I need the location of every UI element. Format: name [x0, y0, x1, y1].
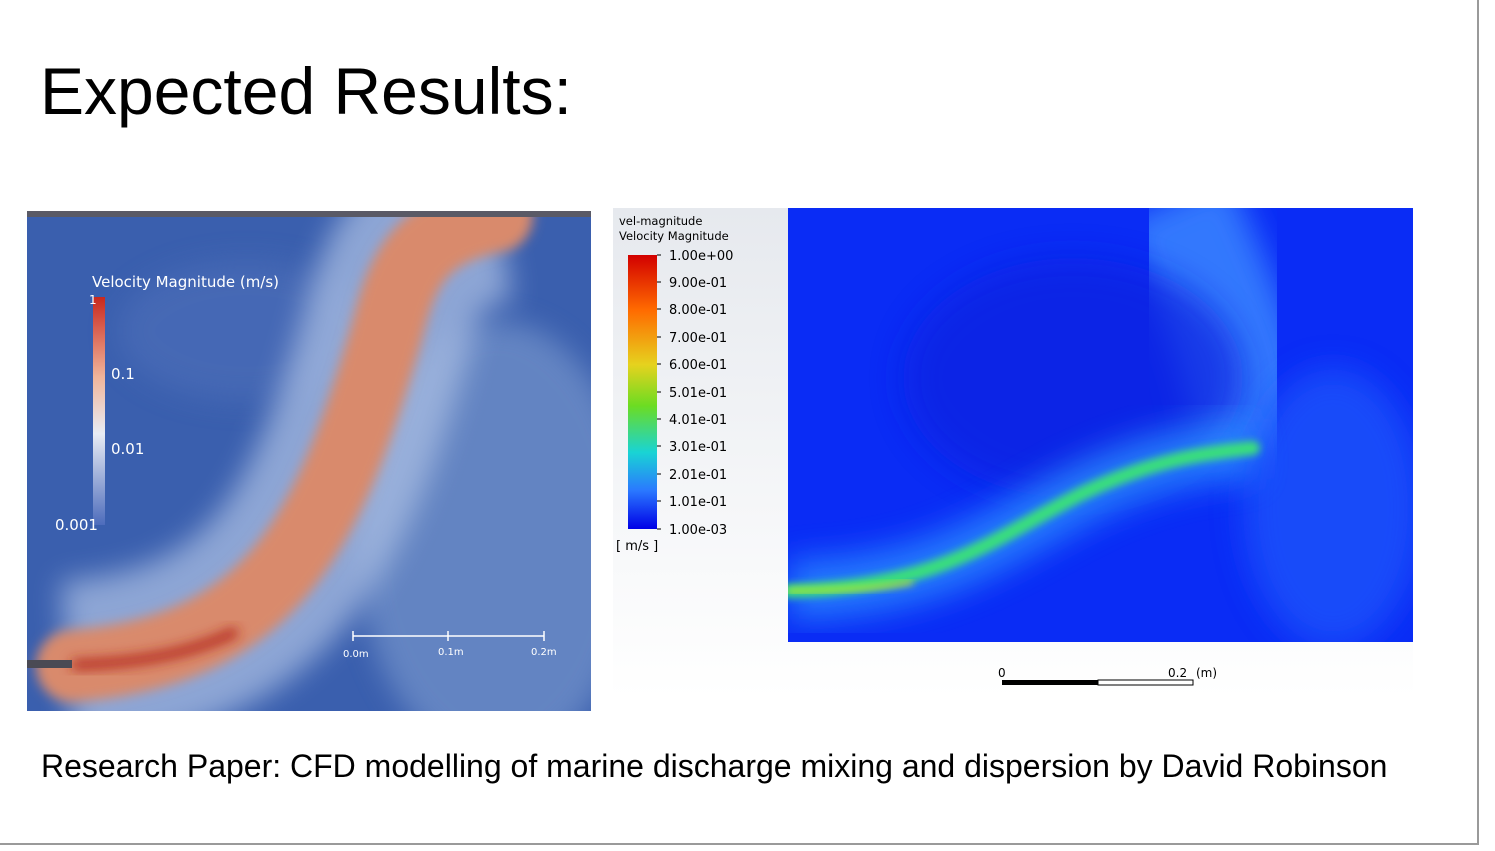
cfd-figure-right: vel-magnitude Velocity Magnitude 1.00e+0…: [613, 208, 1413, 698]
left-legend-tick-4: 0.001: [55, 516, 98, 534]
left-colorbar: [93, 297, 105, 525]
left-scale-label-1: 0.0m: [343, 649, 369, 660]
right-legend-title-1: vel-magnitude: [619, 214, 702, 228]
right-scale-start: 0: [998, 666, 1006, 680]
right-scale-bar: [1002, 679, 1194, 686]
left-plume: [36, 211, 533, 702]
right-legend-tick: 3.01e-01: [669, 440, 727, 455]
right-colorbar-ticks: [657, 254, 661, 530]
right-legend-tick: 8.00e-01: [669, 303, 727, 318]
right-legend-tick: 7.00e-01: [669, 331, 727, 346]
left-legend-title: Velocity Magnitude (m/s): [92, 273, 279, 291]
right-legend-tick: 9.00e-01: [669, 276, 727, 291]
left-legend-tick-2: 0.1: [111, 365, 135, 383]
right-legend-tick: 1.00e-03: [669, 523, 727, 538]
right-legend-tick: 4.01e-01: [669, 413, 727, 428]
right-scale-end: 0.2: [1168, 666, 1187, 680]
right-legend-tick: 1.01e-01: [669, 495, 727, 510]
slide-caption: Research Paper: CFD modelling of marine …: [41, 748, 1388, 784]
left-scale-label-2: 0.1m: [438, 647, 464, 658]
right-colorbar: [628, 255, 657, 529]
right-scale-unit: (m): [1196, 666, 1217, 680]
right-legend-tick: 5.01e-01: [669, 386, 727, 401]
right-plume: [788, 441, 1260, 598]
cfd-figure-left: Velocity Magnitude (m/s) 1 0.1 0.01 0.00…: [27, 211, 591, 711]
left-scale-label-3: 0.2m: [531, 647, 557, 658]
left-scale-bar: [352, 631, 545, 641]
right-legend-unit: [ m/s ]: [616, 539, 658, 554]
right-legend-tick: 2.01e-01: [669, 468, 727, 483]
slide-title: Expected Results:: [40, 54, 572, 128]
right-legend-tick: 1.00e+00: [669, 249, 733, 264]
right-legend-tick: 6.00e-01: [669, 358, 727, 373]
left-legend-tick-1: 1: [89, 293, 97, 307]
right-legend-title-2: Velocity Magnitude: [619, 229, 729, 243]
left-legend-tick-3: 0.01: [111, 440, 144, 458]
